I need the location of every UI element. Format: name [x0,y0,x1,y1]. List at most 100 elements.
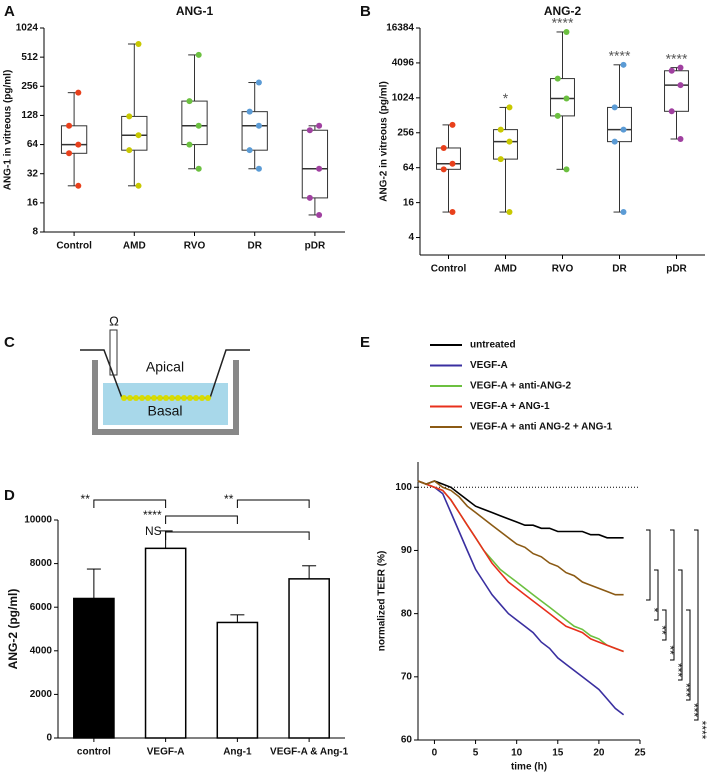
data-point [506,138,513,145]
y-tick-label: 8 [32,227,38,238]
panel-letter: A [4,3,15,20]
y-tick-label: 2000 [30,689,53,700]
legend-label: VEGF-A + anti-ANG-2 [470,381,571,392]
series-line [417,480,624,596]
data-point [316,211,323,218]
y-tick-label: 256 [397,127,414,138]
x-tick-label: pDR [305,241,326,252]
x-tick-label: Ang-1 [223,747,252,758]
x-tick-label: control [77,747,111,758]
well [92,360,239,435]
x-tick-label: 20 [593,748,605,759]
electrode [109,329,118,376]
x-tick-label: RVO [184,241,206,252]
data-point [668,108,675,115]
y-axis-label: ANG-2 (pg/ml) [6,589,20,670]
data-point [135,182,142,189]
cell [163,395,169,401]
x-tick-label: DR [612,264,627,275]
x-tick-label: 25 [634,748,646,759]
compartment-label: Basal [147,403,182,419]
well-diagram: Ω Apical Basal [80,313,250,435]
box [607,106,632,143]
data-point [75,89,82,96]
cell [169,395,175,401]
cell [199,395,205,401]
bracket [686,609,691,701]
data-point [506,104,513,111]
data-point [620,126,627,133]
y-tick-label: 16 [27,197,39,208]
bar [288,578,330,739]
x-tick-label: AMD [494,264,517,275]
y-axis-label: ANG-1 in vitreous (pg/ml) [3,70,14,191]
y-tick-label: 64 [27,139,39,150]
cell [139,395,145,401]
y-tick-label: 4096 [392,58,415,69]
x-tick-label: AMD [123,241,146,252]
bracket [646,529,651,601]
bracket [165,531,310,540]
x-tick-label: VEGF-A [147,747,185,758]
data-point [246,147,253,154]
x-tick-label: 5 [473,748,479,759]
significance: *** [687,703,701,717]
x-tick-label: VEGF-A & Ang-1 [270,747,349,758]
panel-letter: E [360,334,370,351]
bracket [670,529,675,661]
bracket [165,515,238,524]
cell [121,395,127,401]
data-point [75,182,82,189]
panel-letter: D [4,487,15,504]
data-point [563,28,570,35]
y-tick-label: 4 [408,232,414,243]
box [664,70,689,112]
data-point [449,160,456,167]
significance: ** [81,492,91,506]
compartment-label: Apical [146,359,184,375]
y-tick-label: 8000 [30,558,53,569]
box [60,125,88,154]
cell [151,395,157,401]
bracket [694,529,699,721]
y-tick-label: 128 [21,110,38,121]
data-point [135,40,142,47]
ohm-symbol: Ω [109,313,119,328]
bar [216,621,259,739]
x-tick-label: Control [56,241,92,252]
chart-title: ANG-1 [176,4,214,18]
cell [187,395,193,401]
data-point [126,113,133,120]
bracket [93,499,167,508]
series-line [417,480,624,539]
data-point [246,108,253,115]
data-point [554,112,561,119]
data-point [440,166,447,173]
data-point [677,82,684,89]
y-tick-label: 512 [21,52,38,63]
data-point [316,122,323,129]
y-axis-label: normalized TEER (%) [377,551,388,652]
bar [73,597,115,739]
box [301,129,329,199]
series-line [417,480,625,716]
cell [193,395,199,401]
y-tick-label: 6000 [30,602,53,613]
data-point [677,64,684,71]
y-tick-label: 16 [403,197,415,208]
y-tick-label: 100 [395,482,412,493]
data-point [306,194,313,201]
y-tick-label: 90 [401,545,413,556]
data-point [66,150,73,157]
data-point [75,141,82,148]
significance: * [503,90,509,106]
y-tick-label: 0 [46,733,52,744]
y-tick-label: 32 [27,168,39,179]
y-tick-label: 60 [401,735,413,746]
cell-layer [121,395,211,401]
data-point [563,95,570,102]
cell [127,395,133,401]
data-point [506,209,513,216]
box [121,115,148,151]
